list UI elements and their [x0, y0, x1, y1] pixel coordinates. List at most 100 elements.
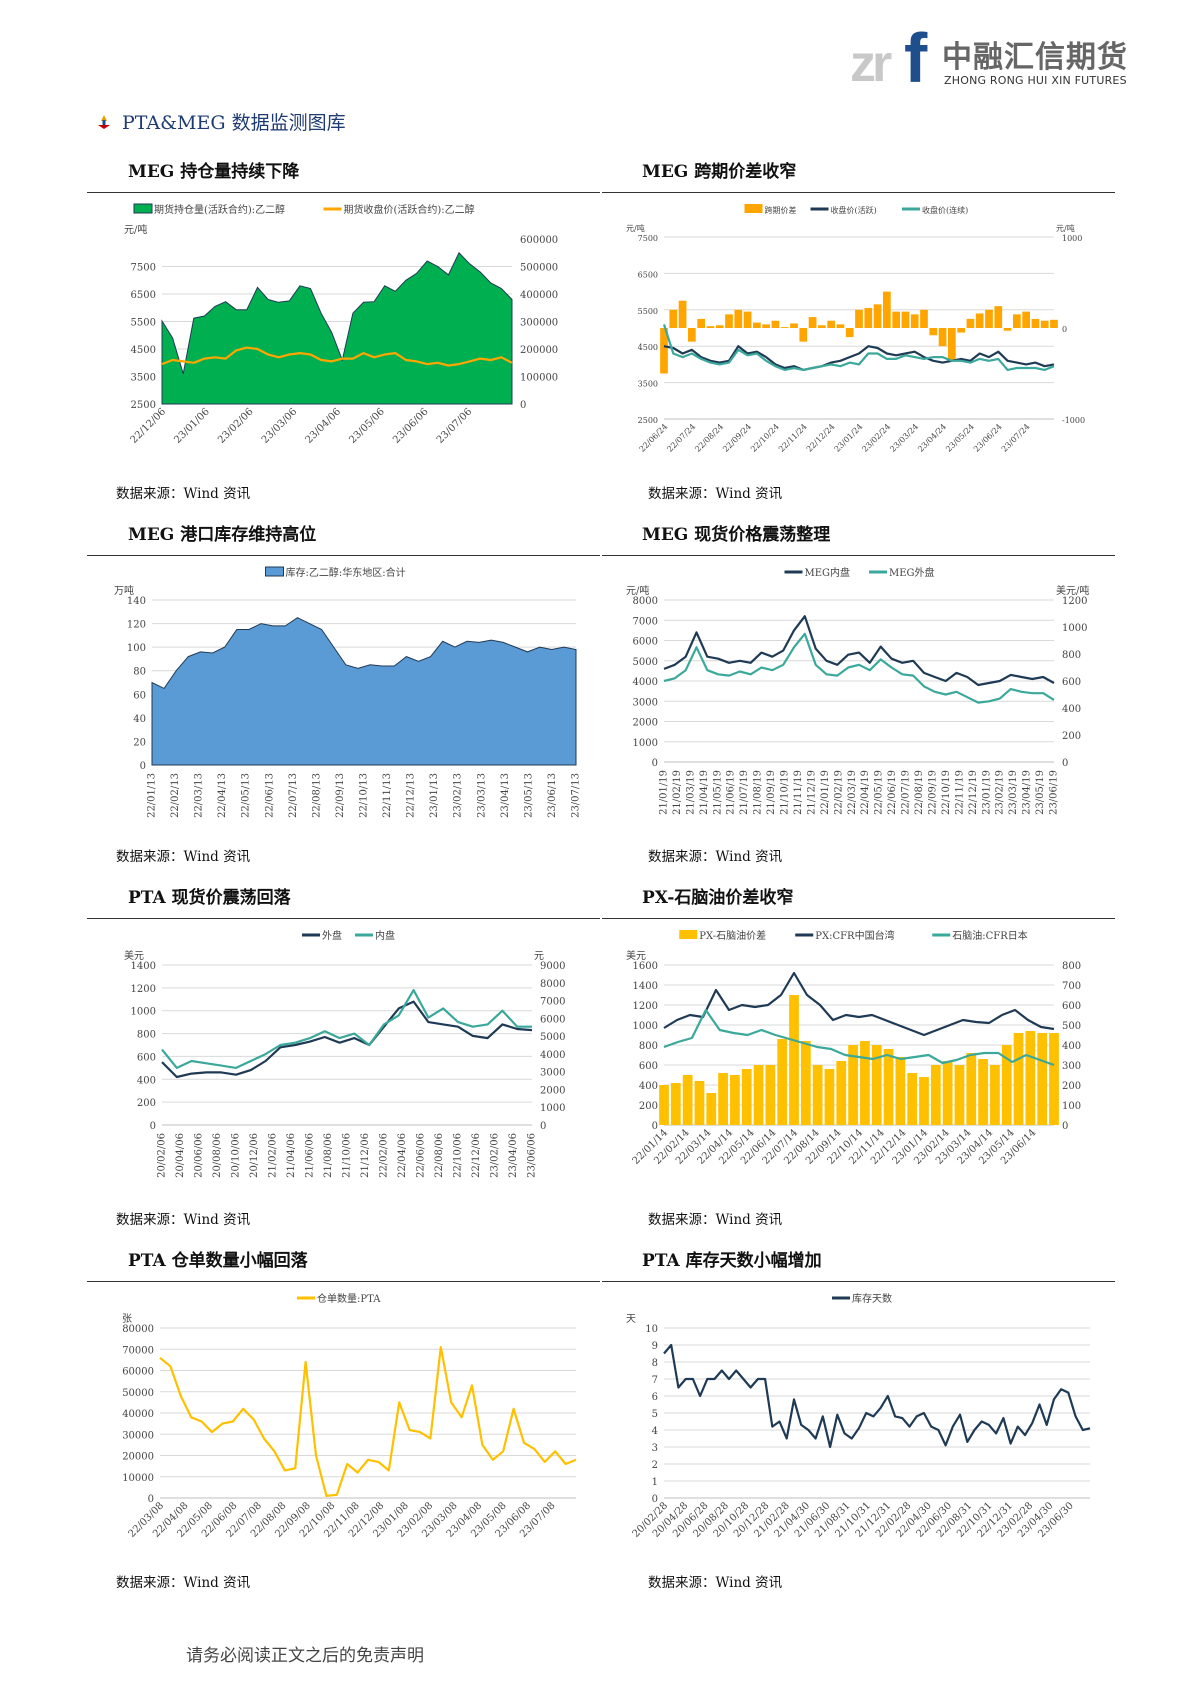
x-tick-label: 22/04/19 — [860, 770, 871, 815]
x-tick-label: 22/10/13 — [359, 773, 370, 818]
bar — [855, 309, 863, 328]
y-right-tick-label: 800 — [1062, 961, 1081, 972]
x-tick-label: 22/07/13 — [288, 773, 299, 818]
title-divider — [87, 555, 600, 556]
bar — [873, 304, 882, 328]
y-right-tick-label: 0 — [540, 1121, 546, 1132]
y-left-tick-label: 20000 — [122, 1452, 154, 1463]
data-source: 数据来源：Wind 资讯 — [116, 1212, 251, 1228]
y-left-tick-label: 30000 — [122, 1430, 154, 1441]
x-tick-label: 21/08/06 — [323, 1133, 334, 1178]
x-tick-label: 22/06/13 — [264, 773, 275, 818]
data-source: 数据来源：Wind 资讯 — [116, 1575, 251, 1591]
bar — [966, 318, 975, 328]
x-tick-label: 22/09/19 — [927, 770, 938, 815]
bar — [706, 326, 715, 328]
bar — [1022, 311, 1030, 328]
x-tick-label: 23/07/06 — [435, 406, 475, 446]
x-tick-label: 22/07/19 — [901, 770, 912, 815]
y-right-tick-label: 600000 — [520, 235, 558, 246]
chart-title: PX-石脑油价差收窄 — [642, 888, 794, 908]
bar — [864, 307, 873, 328]
bar — [818, 325, 826, 328]
x-tick-label: 22/07/24 — [665, 422, 697, 454]
title-divider — [602, 192, 1115, 193]
y-left-tick-label: 3000 — [633, 697, 658, 708]
y-left-tick-label: 2000 — [633, 718, 658, 729]
x-tick-label: 22/02/06 — [379, 1133, 390, 1178]
y-right-tick-label: 7000 — [540, 997, 565, 1008]
y-right-tick-label: 100000 — [520, 373, 558, 384]
legend-label: 期货收盘价(活跃合约):乙二醇 — [344, 203, 475, 216]
y-left-tick-label: 5500 — [638, 307, 658, 316]
legend-swatch — [679, 930, 698, 939]
x-tick-label: 22/08/19 — [914, 770, 925, 815]
y-left-tick-label: 80 — [133, 667, 146, 678]
y-left-tick-label: 140 — [127, 596, 146, 607]
x-tick-label: 22/10/19 — [941, 770, 952, 815]
y-right-tick-label: 200 — [1062, 731, 1081, 742]
x-tick-label: 23/02/13 — [453, 773, 464, 818]
legend-label: 库存:乙二醇:华东地区:合计 — [286, 566, 406, 579]
chart: 0 200 400 600 800 1000 1200 1400 1600 0 100 200 300 4… — [626, 929, 1081, 1167]
y-left-tick-label: 0 — [148, 1494, 154, 1505]
bar — [978, 1059, 988, 1125]
legend-label: 仓单数量:PTA — [317, 1292, 381, 1305]
y-left-tick-label: 4 — [652, 1426, 658, 1437]
y-right-tick-label: 0 — [1062, 325, 1067, 334]
bar — [827, 320, 835, 328]
x-tick-label: 21/06/19 — [726, 770, 737, 815]
legend-label: 内盘 — [375, 929, 395, 942]
bar — [800, 1041, 811, 1125]
line-series — [663, 632, 1055, 704]
y-left-tick-label: 0 — [652, 1494, 658, 1505]
x-tick-label: 22/12/06 — [471, 1133, 482, 1178]
legend-label: PX:CFR中国台湾 — [815, 929, 894, 942]
y-left-tick-label: 0 — [652, 758, 658, 769]
bar — [985, 309, 993, 328]
x-tick-label: 20/10/06 — [231, 1133, 242, 1178]
y-left-tick-label: 5000 — [633, 657, 658, 668]
y-left-tick-label: 1000 — [633, 1021, 658, 1032]
bar — [938, 328, 947, 347]
y-left-tick-label: 1600 — [633, 961, 658, 972]
x-tick-label: 23/05/19 — [1035, 770, 1046, 815]
y-right-tick-label: 300000 — [520, 318, 558, 329]
logo-en: ZHONG RONG HUI XIN FUTURES — [944, 74, 1127, 87]
bar — [1037, 1033, 1048, 1125]
x-tick-label: 22/05/19 — [874, 770, 885, 815]
x-tick-label: 21/11/19 — [793, 770, 804, 815]
x-tick-label: 23/03/19 — [1008, 770, 1019, 815]
x-tick-label: 22/03/19 — [847, 770, 858, 815]
bar — [883, 1049, 894, 1125]
bar — [836, 324, 845, 328]
x-tick-label: 23/05/24 — [944, 422, 976, 454]
y-left-tick-label: 9 — [652, 1341, 658, 1352]
legend-swatch — [265, 566, 284, 577]
chart: 012345678910天20/02/2820/04/2820/06/2820/… — [626, 1292, 1091, 1540]
x-tick-label: 23/01/13 — [429, 773, 440, 818]
x-tick-label: 21/04/06 — [286, 1133, 297, 1178]
bar — [1050, 319, 1058, 328]
legend-label: 收盘价(连续) — [922, 205, 968, 215]
x-tick-label: 22/01/19 — [820, 770, 831, 815]
y-right-tick-label: 0 — [520, 400, 526, 411]
y-left-unit: 美元 — [626, 949, 646, 962]
x-tick-label: 23/02/24 — [860, 422, 892, 454]
bar — [845, 328, 854, 338]
x-tick-label: 23/03/13 — [476, 773, 487, 818]
bar — [836, 1061, 847, 1125]
y-left-tick-label: 8000 — [633, 596, 658, 607]
bar — [957, 328, 965, 333]
legend-label: MEG外盘 — [889, 566, 935, 579]
bar — [688, 328, 696, 342]
x-tick-label: 23/04/06 — [304, 406, 344, 446]
x-tick-label: 23/01/06 — [172, 406, 212, 446]
arrow-bullet-icon — [98, 114, 110, 129]
y-right-unit: 美元/吨 — [1056, 584, 1089, 597]
bar — [910, 314, 919, 328]
bar — [789, 995, 799, 1125]
x-tick-label: 21/08/19 — [753, 770, 764, 815]
y-left-tick-label: 200 — [137, 1098, 156, 1109]
